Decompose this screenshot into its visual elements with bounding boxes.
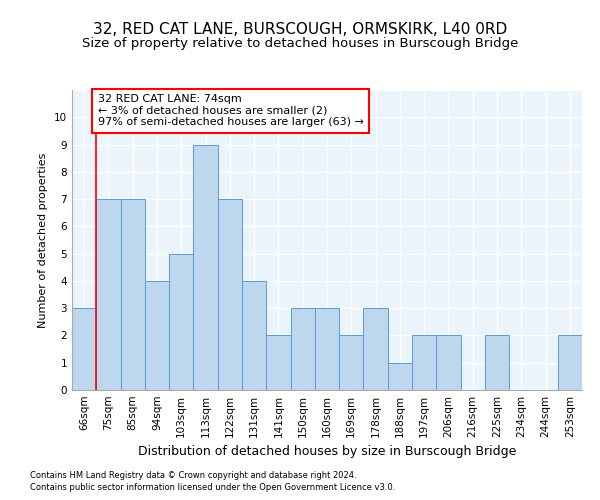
Text: Contains public sector information licensed under the Open Government Licence v3: Contains public sector information licen… bbox=[30, 483, 395, 492]
Bar bbox=[436, 336, 461, 390]
Bar bbox=[315, 308, 339, 390]
Text: 32, RED CAT LANE, BURSCOUGH, ORMSKIRK, L40 0RD: 32, RED CAT LANE, BURSCOUGH, ORMSKIRK, L… bbox=[93, 22, 507, 38]
Bar bbox=[72, 308, 96, 390]
Text: Contains HM Land Registry data © Crown copyright and database right 2024.: Contains HM Land Registry data © Crown c… bbox=[30, 470, 356, 480]
Bar bbox=[145, 281, 169, 390]
Bar bbox=[290, 308, 315, 390]
Text: Size of property relative to detached houses in Burscough Bridge: Size of property relative to detached ho… bbox=[82, 38, 518, 51]
Bar bbox=[169, 254, 193, 390]
Bar bbox=[558, 336, 582, 390]
Bar bbox=[339, 336, 364, 390]
Bar bbox=[412, 336, 436, 390]
Bar bbox=[364, 308, 388, 390]
Text: 32 RED CAT LANE: 74sqm
← 3% of detached houses are smaller (2)
97% of semi-detac: 32 RED CAT LANE: 74sqm ← 3% of detached … bbox=[97, 94, 364, 128]
Y-axis label: Number of detached properties: Number of detached properties bbox=[38, 152, 49, 328]
X-axis label: Distribution of detached houses by size in Burscough Bridge: Distribution of detached houses by size … bbox=[138, 446, 516, 458]
Bar bbox=[242, 281, 266, 390]
Bar bbox=[388, 362, 412, 390]
Bar bbox=[485, 336, 509, 390]
Bar bbox=[193, 144, 218, 390]
Bar bbox=[96, 199, 121, 390]
Bar bbox=[121, 199, 145, 390]
Bar bbox=[218, 199, 242, 390]
Bar bbox=[266, 336, 290, 390]
